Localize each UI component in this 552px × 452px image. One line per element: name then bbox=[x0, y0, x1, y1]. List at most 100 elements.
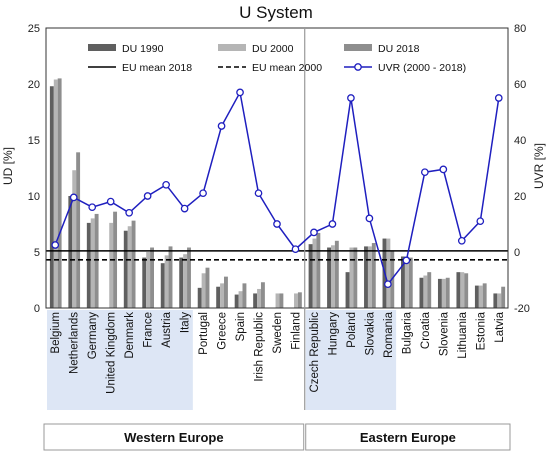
legend-eu-mean-2018-label: EU mean 2018 bbox=[122, 62, 192, 74]
uvr-point-1 bbox=[69, 193, 78, 202]
bar-du-2000-15 bbox=[330, 245, 335, 308]
bar-du-1990-11 bbox=[253, 293, 258, 308]
uvr-point-14 bbox=[310, 228, 318, 237]
bar-du-2018-19 bbox=[408, 257, 413, 308]
bar-du-2018-23 bbox=[482, 283, 487, 308]
uvr-point-23 bbox=[476, 217, 485, 226]
bar-du-2018-4 bbox=[131, 220, 136, 308]
bar-du-1990-9 bbox=[216, 286, 221, 308]
bar-du-2018-17 bbox=[371, 243, 376, 308]
bar-du-2018-20 bbox=[427, 272, 432, 308]
legend-eu-mean-2000-label: EU mean 2000 bbox=[252, 62, 322, 74]
uvr-point-24 bbox=[494, 94, 503, 102]
chart-title: U System bbox=[239, 3, 313, 22]
bar-du-2000-2 bbox=[90, 218, 95, 308]
bar-du-2018-15 bbox=[334, 240, 339, 308]
y2-axis-label: UVR [%] bbox=[532, 143, 546, 189]
uvr-point-19 bbox=[402, 256, 411, 265]
bar-du-1990-23 bbox=[474, 285, 479, 308]
bar-du-2018-6 bbox=[168, 246, 173, 308]
bar-du-2000-18 bbox=[386, 238, 391, 308]
bar-du-1990-7 bbox=[179, 257, 184, 308]
bar-du-2018-14 bbox=[316, 232, 321, 308]
label-highlight-0 bbox=[47, 310, 193, 410]
legend-uvr-2000-2018--marker bbox=[354, 63, 362, 71]
bar-du-1990-1 bbox=[68, 196, 73, 308]
category-label-0: Belgium bbox=[50, 312, 62, 354]
bar-du-2000-14 bbox=[312, 238, 317, 308]
legend-du-1990-swatch bbox=[88, 44, 116, 51]
category-label-18: Romania bbox=[383, 311, 395, 358]
bar-du-1990-4 bbox=[123, 230, 128, 308]
bar-du-2000-21 bbox=[441, 278, 446, 308]
uvr-point-22 bbox=[457, 236, 466, 245]
y2-tick-80: 80 bbox=[514, 23, 526, 35]
bar-du-2000-3 bbox=[109, 222, 114, 308]
category-label-4: Denmark bbox=[124, 312, 136, 359]
legend-du-1990-label: DU 1990 bbox=[122, 43, 164, 55]
y2-tick-0: 0 bbox=[514, 247, 520, 259]
bar-du-2000-9 bbox=[220, 283, 225, 308]
bar-du-1990-16 bbox=[345, 272, 350, 308]
y-tick-20: 20 bbox=[28, 79, 40, 91]
bar-du-1990-17 bbox=[364, 246, 368, 308]
y-tick-0: 0 bbox=[34, 303, 40, 315]
bar-du-2018-5 bbox=[150, 247, 154, 308]
category-label-14: Czech Republic bbox=[309, 312, 321, 393]
y-tick-10: 10 bbox=[28, 191, 40, 203]
bar-du-2000-5 bbox=[146, 252, 151, 308]
bar-du-2018-9 bbox=[224, 276, 228, 308]
bar-du-2000-0 bbox=[53, 79, 58, 309]
bar-du-2000-7 bbox=[183, 254, 188, 308]
bar-du-2018-10 bbox=[242, 283, 247, 308]
category-label-17: Slovakia bbox=[364, 311, 376, 355]
bar-du-1990-24 bbox=[493, 293, 498, 308]
category-label-19: Bulgaria bbox=[401, 311, 413, 354]
category-label-15: Hungary bbox=[327, 312, 339, 356]
bar-du-1990-0 bbox=[49, 86, 54, 309]
bar-du-2018-16 bbox=[353, 247, 358, 308]
bar-du-2018-0 bbox=[57, 78, 62, 309]
category-label-13: Finland bbox=[291, 312, 303, 350]
legend-uvr-2000-2018--label: UVR (2000 - 2018) bbox=[378, 62, 466, 74]
bar-du-2000-6 bbox=[164, 255, 169, 308]
y-tick-15: 15 bbox=[28, 135, 40, 147]
category-label-2: Germany bbox=[87, 312, 99, 360]
bar-du-2018-12 bbox=[279, 293, 284, 308]
uvr-point-3 bbox=[106, 197, 115, 206]
category-label-20: Croatia bbox=[420, 311, 432, 349]
bar-du-2000-1 bbox=[72, 170, 77, 308]
y-tick-25: 25 bbox=[28, 23, 40, 35]
group-box-1 bbox=[305, 423, 511, 451]
y2-tick--20: -20 bbox=[514, 303, 530, 315]
category-label-6: Austria bbox=[161, 311, 173, 347]
bar-du-2018-11 bbox=[260, 282, 265, 308]
uvr-point-8 bbox=[199, 189, 207, 198]
uvr-point-17 bbox=[365, 214, 374, 223]
bar-du-2000-11 bbox=[257, 288, 261, 308]
group-label-1: Eastern Europe bbox=[360, 430, 456, 445]
bar-du-1990-5 bbox=[142, 257, 147, 308]
bar-du-1990-2 bbox=[86, 222, 91, 308]
bar-du-2018-24 bbox=[501, 286, 506, 308]
bar-du-1990-8 bbox=[197, 287, 202, 308]
y2-tick-40: 40 bbox=[514, 135, 526, 147]
uvr-line bbox=[54, 90, 500, 286]
legend-du-2000-label: DU 2000 bbox=[252, 43, 294, 55]
bar-du-2000-24 bbox=[497, 293, 502, 308]
category-label-24: Latvia bbox=[494, 311, 506, 342]
uvr-point-18 bbox=[384, 280, 392, 289]
uvr-point-12 bbox=[273, 220, 281, 228]
uvr-point-4 bbox=[125, 208, 134, 217]
bar-du-2018-1 bbox=[76, 152, 81, 308]
category-label-7: Italy bbox=[180, 312, 192, 333]
bar-du-2018-13 bbox=[297, 292, 302, 308]
uvr-point-5 bbox=[143, 192, 152, 200]
category-label-5: France bbox=[143, 312, 155, 348]
y2-tick-20: 20 bbox=[514, 191, 526, 203]
category-label-10: Spain bbox=[235, 312, 247, 341]
bar-du-2000-20 bbox=[423, 275, 428, 308]
bar-du-1990-20 bbox=[419, 277, 424, 308]
